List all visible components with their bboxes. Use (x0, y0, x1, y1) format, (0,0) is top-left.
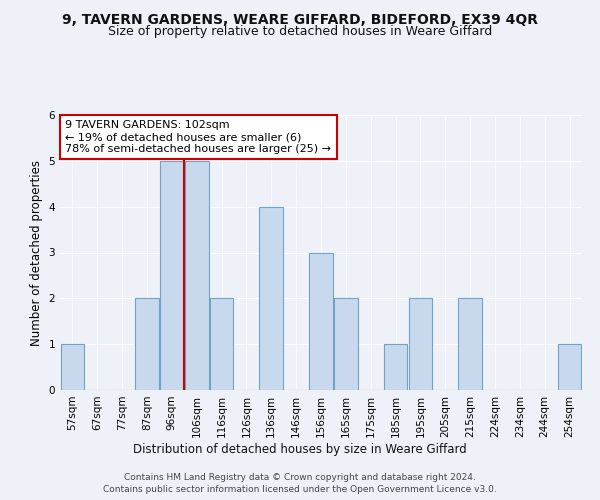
Text: Size of property relative to detached houses in Weare Giffard: Size of property relative to detached ho… (108, 25, 492, 38)
Bar (334, 298, 358, 390)
Text: 9 TAVERN GARDENS: 102sqm
← 19% of detached houses are smaller (6)
78% of semi-de: 9 TAVERN GARDENS: 102sqm ← 19% of detach… (65, 120, 331, 154)
Bar (135, 298, 159, 390)
Bar (160, 161, 184, 390)
Bar (210, 298, 233, 390)
Bar (558, 344, 581, 390)
Text: Contains public sector information licensed under the Open Government Licence v3: Contains public sector information licen… (103, 485, 497, 494)
Text: Distribution of detached houses by size in Weare Giffard: Distribution of detached houses by size … (133, 442, 467, 456)
Bar (309, 252, 333, 390)
Text: 9, TAVERN GARDENS, WEARE GIFFARD, BIDEFORD, EX39 4QR: 9, TAVERN GARDENS, WEARE GIFFARD, BIDEFO… (62, 12, 538, 26)
Bar (185, 161, 209, 390)
Text: Contains HM Land Registry data © Crown copyright and database right 2024.: Contains HM Land Registry data © Crown c… (124, 472, 476, 482)
Bar (458, 298, 482, 390)
Bar (384, 344, 407, 390)
Bar (259, 206, 283, 390)
Y-axis label: Number of detached properties: Number of detached properties (30, 160, 43, 346)
Bar (61, 344, 84, 390)
Bar (409, 298, 432, 390)
